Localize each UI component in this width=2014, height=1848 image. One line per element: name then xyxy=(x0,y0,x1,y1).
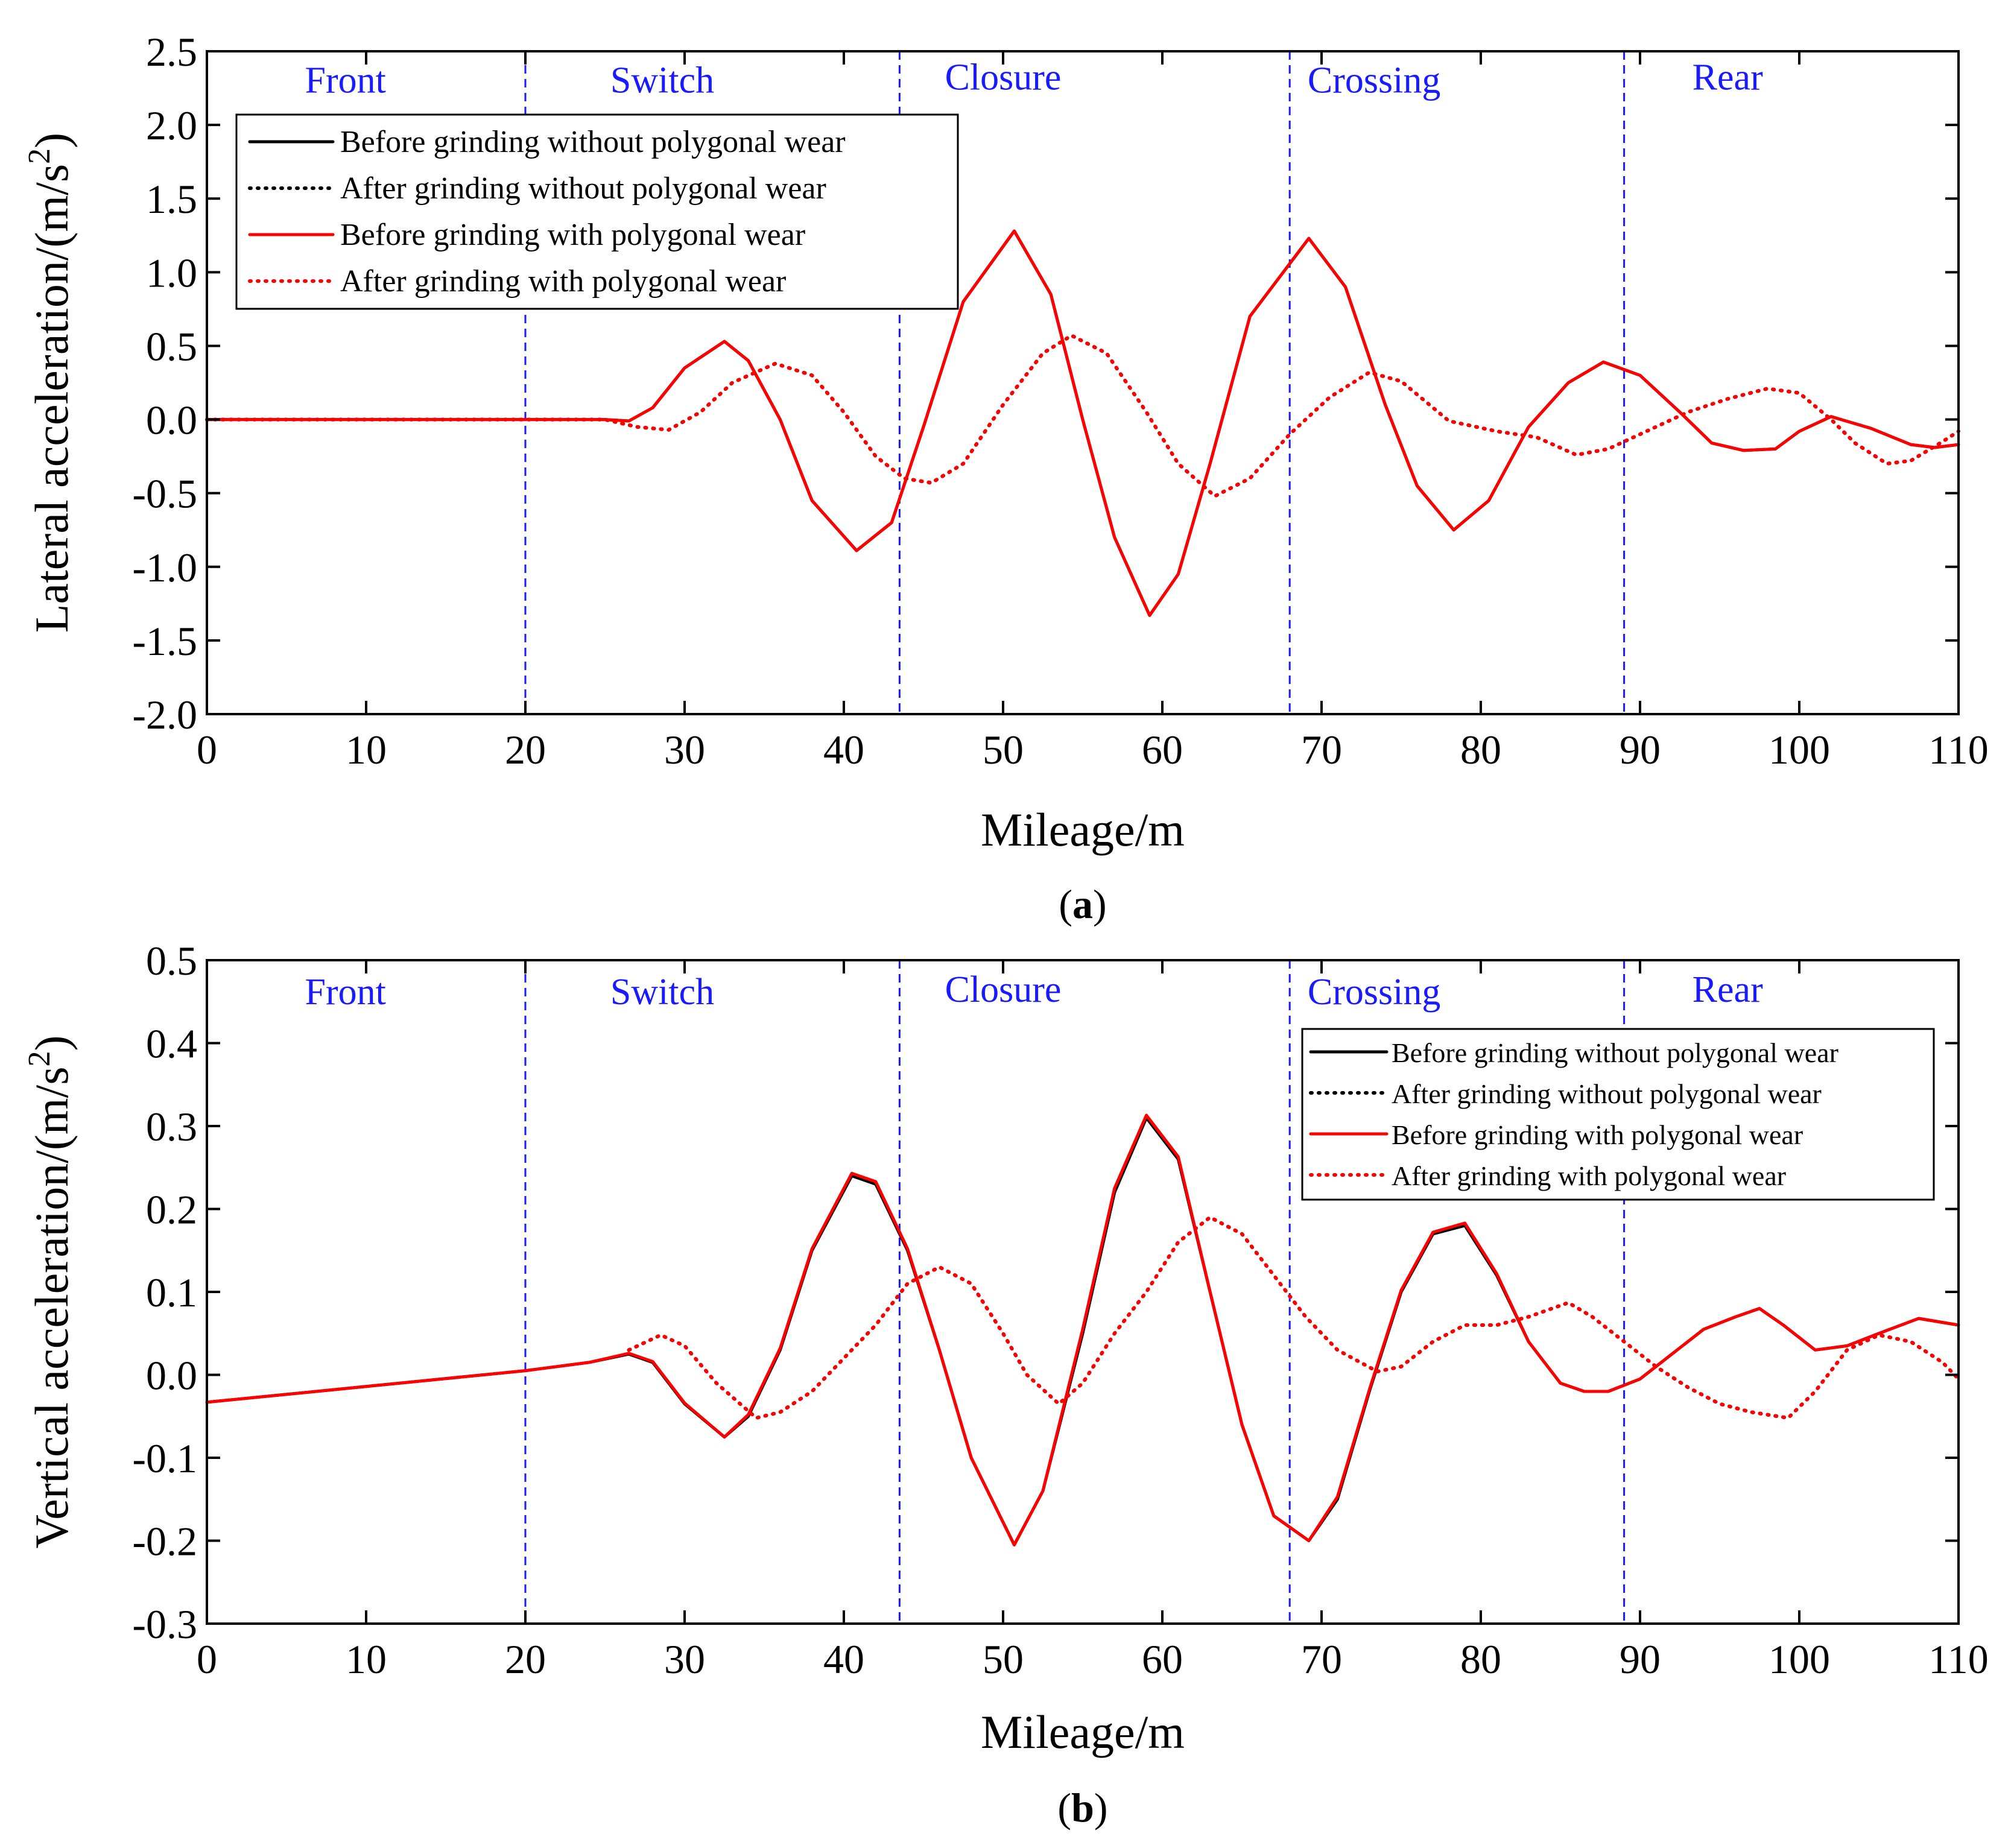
y-tick-label: -0.2 xyxy=(132,1519,197,1565)
region-label: Closure xyxy=(945,969,1062,1010)
y-tick-label: -1.5 xyxy=(132,618,197,664)
region-label: Crossing xyxy=(1308,60,1440,101)
x-tick-label: 40 xyxy=(823,727,864,773)
legend-box xyxy=(235,113,959,310)
y-axis-title-end: ) xyxy=(25,133,78,148)
y-tick-label: 0.4 xyxy=(146,1021,197,1067)
caption-letter: b xyxy=(1071,1785,1094,1831)
y-tick-label: -0.5 xyxy=(132,471,197,517)
panel-b-chart: Front Switch Closure Crossing Rear 0 10 20 30 40 5… xyxy=(22,938,1989,1831)
x-tick-label: 40 xyxy=(823,1636,864,1682)
series-line xyxy=(205,1113,1960,1546)
x-tick-label: 60 xyxy=(1142,1636,1183,1682)
y-axis-title-superscript: 2 xyxy=(22,148,57,164)
y-tick-label: 0.5 xyxy=(146,938,197,984)
x-tick-label: 0 xyxy=(197,727,217,773)
y-tick-label: -2.0 xyxy=(132,692,197,738)
y-tick-label: 0.3 xyxy=(146,1104,197,1150)
caption-open-paren: ( xyxy=(1059,881,1072,927)
region-label: Switch xyxy=(610,972,714,1013)
x-tick-label: 30 xyxy=(664,1636,705,1682)
y-axis-title-end: ) xyxy=(25,1035,78,1051)
x-tick-label: 110 xyxy=(1928,1636,1988,1682)
y-tick-label: 1.5 xyxy=(146,176,197,222)
caption-open-paren: ( xyxy=(1057,1785,1071,1831)
y-tick-label: 0.0 xyxy=(146,1353,197,1399)
region-label: Front xyxy=(305,60,386,101)
series-line xyxy=(205,334,1960,498)
x-tick-label: 20 xyxy=(505,727,546,773)
legend-entry: After grinding without polygonal wear xyxy=(1392,1078,1822,1109)
y-axis-title: Lateral acceleration/(m/s2) xyxy=(22,133,78,633)
legend-entry: Before grinding with polygonal wear xyxy=(340,218,805,252)
region-label: Rear xyxy=(1693,969,1763,1010)
plot-frame xyxy=(206,50,1960,715)
region-label: Rear xyxy=(1693,57,1763,98)
y-tick-label: -1.0 xyxy=(132,545,197,590)
series-line xyxy=(627,1215,1960,1420)
x-tick-label: 30 xyxy=(664,727,705,773)
x-tick-label: 70 xyxy=(1301,727,1342,773)
y-axis-title-main: Lateral acceleration/(m/s xyxy=(25,164,78,633)
region-label: Switch xyxy=(610,60,714,101)
y-tick-label: 2.5 xyxy=(146,29,197,75)
region-label: Front xyxy=(305,972,386,1013)
legend-entry: After grinding with polygonal wear xyxy=(340,264,786,299)
y-axis-title-main: Vertical acceleration/(m/s xyxy=(25,1066,78,1548)
caption-letter: a xyxy=(1072,881,1093,927)
panel-caption: (a) xyxy=(1059,881,1106,927)
series-line xyxy=(627,1215,1960,1420)
y-tick-label: 0.5 xyxy=(146,323,197,369)
x-tick-label: 0 xyxy=(197,1636,217,1682)
x-tick-label: 100 xyxy=(1769,1636,1830,1682)
x-tick-label: 80 xyxy=(1460,1636,1501,1682)
y-axis-title: Vertical acceleration/(m/s2) xyxy=(22,1035,78,1548)
region-label: Crossing xyxy=(1308,972,1440,1013)
x-tick-label: 10 xyxy=(346,727,387,773)
caption-close-paren: ) xyxy=(1094,1785,1108,1831)
legend-entry: Before grinding without polygonal wear xyxy=(340,125,846,159)
legend-box xyxy=(1301,1028,1935,1201)
x-axis-title: Mileage/m xyxy=(981,803,1185,856)
legend-entry: Before grinding with polygonal wear xyxy=(1392,1119,1803,1150)
y-tick-label: -0.1 xyxy=(132,1435,197,1481)
x-tick-label: 50 xyxy=(983,727,1024,773)
legend-entry: After grinding with polygonal wear xyxy=(1392,1160,1786,1191)
x-tick-label: 50 xyxy=(983,1636,1024,1682)
y-tick-label: 0.1 xyxy=(146,1270,197,1315)
legend-entry: Before grinding without polygonal wear xyxy=(1392,1037,1838,1068)
x-tick-label: 90 xyxy=(1620,727,1661,773)
x-tick-label: 60 xyxy=(1142,727,1183,773)
y-tick-label: 1.0 xyxy=(146,250,197,296)
x-tick-label: 100 xyxy=(1769,727,1830,773)
y-tick-label: -0.3 xyxy=(132,1601,197,1647)
y-tick-label: 0.0 xyxy=(146,397,197,443)
x-tick-label: 20 xyxy=(505,1636,546,1682)
legend-entry: After grinding without polygonal wear xyxy=(340,171,826,206)
x-axis-title: Mileage/m xyxy=(981,1706,1185,1758)
x-tick-label: 10 xyxy=(346,1636,387,1682)
x-tick-label: 110 xyxy=(1928,727,1988,773)
x-tick-label: 90 xyxy=(1620,1636,1661,1682)
y-tick-label: 2.0 xyxy=(146,103,197,148)
x-tick-label: 70 xyxy=(1301,1636,1342,1682)
caption-close-paren: ) xyxy=(1093,881,1107,927)
y-axis-title-superscript: 2 xyxy=(22,1051,57,1066)
panel-caption: (b) xyxy=(1057,1785,1107,1831)
series-line xyxy=(205,229,1960,617)
x-tick-label: 80 xyxy=(1460,727,1501,773)
y-tick-label: 0.2 xyxy=(146,1187,197,1233)
